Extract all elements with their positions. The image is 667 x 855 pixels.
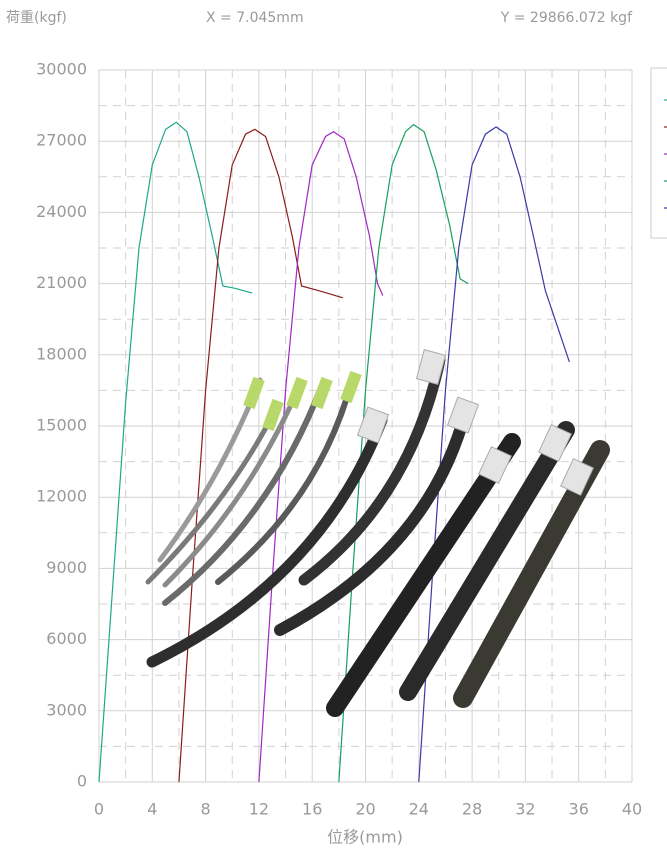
y-tick-label: 24000	[36, 202, 87, 221]
x-tick-label: 16	[302, 800, 322, 819]
x-tick-label: 28	[462, 800, 482, 819]
bar-thin	[162, 382, 325, 606]
bar-thin	[162, 382, 303, 588]
photo-overlay	[145, 349, 610, 717]
x-tick-label: 24	[409, 800, 429, 819]
x-axis-title: 位移(mm)	[327, 828, 403, 847]
legend	[650, 67, 667, 239]
y-tick-label: 18000	[36, 344, 87, 363]
y-tick-label: 12000	[36, 487, 87, 506]
y-tick-label: 6000	[46, 629, 87, 648]
x-tick-label: 20	[355, 800, 375, 819]
y-tick-label: 9000	[46, 558, 87, 577]
bar-thick	[399, 421, 575, 701]
cursor-y: Y = 29866.072 kgf	[500, 10, 633, 26]
y-tick-label: 30000	[36, 60, 87, 79]
x-tick-label: 4	[147, 800, 157, 819]
y-tick-label: 0	[77, 772, 87, 791]
bar-thick	[146, 414, 388, 668]
x-tick-label: 40	[622, 800, 642, 819]
bar-thick	[274, 404, 472, 636]
bar-thin	[215, 377, 355, 585]
x-tick-label: 36	[569, 800, 589, 819]
x-tick-label: 0	[94, 800, 104, 819]
bar-thick	[326, 433, 521, 717]
bar-thick	[298, 354, 446, 586]
x-tick-label: 32	[515, 800, 535, 819]
x-tick-label: 12	[249, 800, 269, 819]
series-line	[178, 128, 344, 783]
cursor-x: X = 7.045mm	[206, 10, 304, 26]
y-tick-label: 21000	[36, 273, 87, 292]
y-axis-title: 荷重(kgf)	[6, 10, 67, 26]
series-line	[418, 126, 570, 783]
y-tick-label: 15000	[36, 416, 87, 435]
x-tick-label: 8	[201, 800, 211, 819]
y-tick-label: 27000	[36, 131, 87, 150]
series-line	[98, 121, 253, 783]
y-tick-label: 3000	[46, 700, 87, 719]
